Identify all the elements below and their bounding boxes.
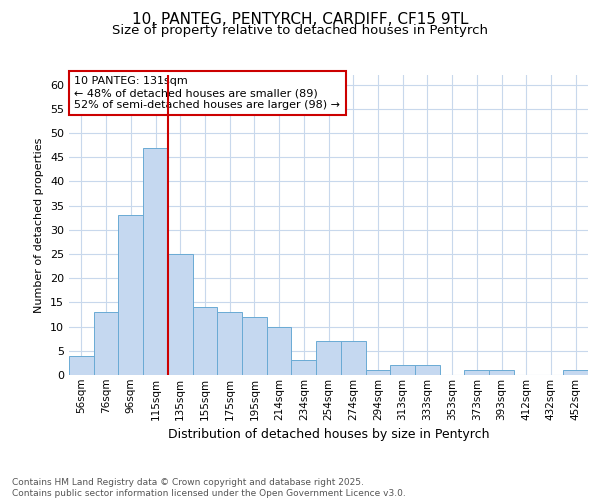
Text: 10 PANTEG: 131sqm
← 48% of detached houses are smaller (89)
52% of semi-detached: 10 PANTEG: 131sqm ← 48% of detached hous… [74, 76, 340, 110]
Bar [316, 341, 341, 375]
Text: Contains HM Land Registry data © Crown copyright and database right 2025.
Contai: Contains HM Land Registry data © Crown c… [12, 478, 406, 498]
Bar [69, 356, 94, 375]
Bar [267, 326, 292, 375]
Bar [415, 366, 440, 375]
Bar [341, 341, 365, 375]
Bar [94, 312, 118, 375]
Bar [365, 370, 390, 375]
Bar [242, 317, 267, 375]
Bar [118, 216, 143, 375]
Y-axis label: Number of detached properties: Number of detached properties [34, 138, 44, 312]
Bar [292, 360, 316, 375]
Bar [489, 370, 514, 375]
Bar [464, 370, 489, 375]
Bar [168, 254, 193, 375]
X-axis label: Distribution of detached houses by size in Pentyrch: Distribution of detached houses by size … [168, 428, 489, 441]
Bar [193, 308, 217, 375]
Bar [217, 312, 242, 375]
Text: Size of property relative to detached houses in Pentyrch: Size of property relative to detached ho… [112, 24, 488, 37]
Bar [390, 366, 415, 375]
Bar [143, 148, 168, 375]
Text: 10, PANTEG, PENTYRCH, CARDIFF, CF15 9TL: 10, PANTEG, PENTYRCH, CARDIFF, CF15 9TL [132, 12, 468, 28]
Bar [563, 370, 588, 375]
